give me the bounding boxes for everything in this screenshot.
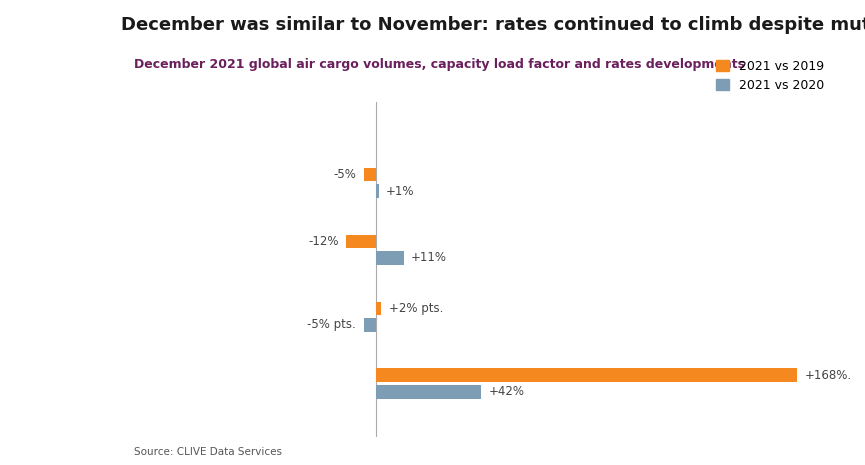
Bar [346, 234, 376, 248]
Text: +11%: +11% [411, 252, 447, 265]
Bar [376, 251, 404, 265]
Bar [376, 368, 798, 382]
Bar [376, 301, 381, 315]
Text: +1%: +1% [386, 185, 414, 198]
Text: -5%: -5% [333, 168, 356, 181]
Text: +168%.: +168%. [804, 369, 852, 382]
Text: +2% pts.: +2% pts. [388, 302, 443, 315]
Text: Source: CLIVE Data Services: Source: CLIVE Data Services [134, 446, 282, 457]
Text: -12%: -12% [308, 235, 338, 248]
Text: December 2021 global air cargo volumes, capacity load factor and rates developme: December 2021 global air cargo volumes, … [134, 58, 745, 71]
Text: -5% pts.: -5% pts. [307, 319, 356, 332]
Bar [363, 167, 376, 181]
Bar [376, 184, 379, 198]
Legend: 2021 vs 2019, 2021 vs 2020: 2021 vs 2019, 2021 vs 2020 [716, 60, 824, 92]
Bar [363, 318, 376, 332]
Text: +42%: +42% [489, 385, 525, 399]
Bar [376, 385, 482, 399]
Text: December was similar to November: rates continued to climb despite muted volumes: December was similar to November: rates … [121, 16, 865, 34]
